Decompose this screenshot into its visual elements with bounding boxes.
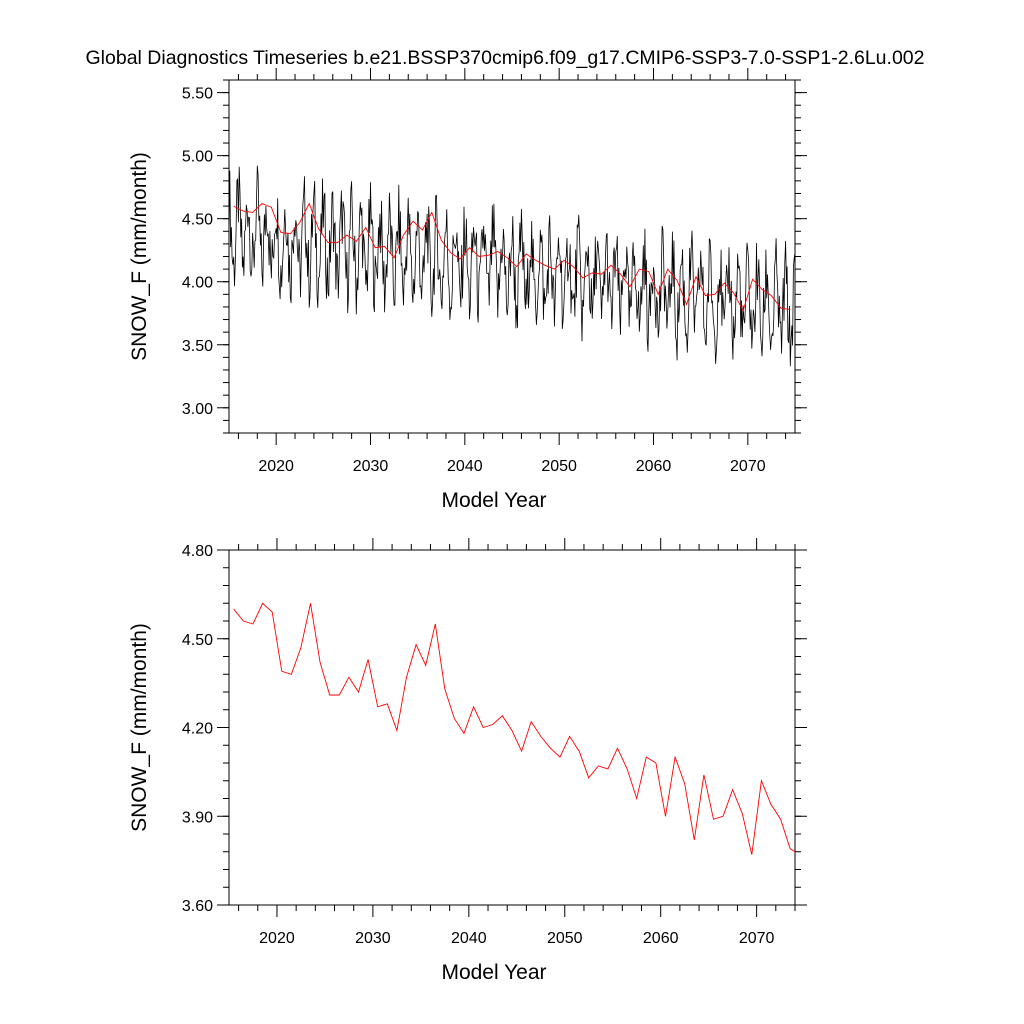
y-tick-label: 5.00: [182, 149, 213, 166]
x-tick-label: 2030: [353, 458, 389, 475]
x-tick-label: 2060: [643, 930, 679, 947]
y-tick-label: 5.50: [182, 86, 213, 103]
y-axis-title: SNOW_F (mm/month): [128, 152, 151, 361]
x-tick-label: 2050: [541, 458, 577, 475]
y-tick-label: 4.20: [182, 721, 213, 738]
x-axis-title: Model Year: [441, 489, 546, 512]
y-tick-label: 3.60: [182, 898, 213, 915]
y-tick-label: 3.00: [182, 401, 213, 418]
figure-title: Global Diagnostics Timeseries b.e21.BSSP…: [86, 47, 925, 69]
x-tick-label: 2040: [451, 930, 487, 947]
monthly-and-annual-panel: 2020 2030 2040 2050 2060 2070 3.00 3.50 4.00 4.50…: [128, 68, 807, 512]
y-tick-label: 4.80: [182, 543, 213, 560]
y-tick-label: 4.50: [182, 632, 213, 649]
x-tick-label: 2020: [259, 930, 295, 947]
plot-frame: [228, 549, 796, 906]
y-tick-label: 3.50: [182, 338, 213, 355]
x-tick-label: 2070: [739, 930, 775, 947]
y-tick-label: 4.50: [182, 212, 213, 229]
annual-mean-panel: 2020 2030 2040 2050 2060 2070 3.60 3.90 4.20 4.50…: [128, 538, 807, 984]
x-tick-label: 2070: [730, 458, 766, 475]
x-tick-label: 2040: [447, 458, 483, 475]
x-axis-title: Model Year: [441, 961, 546, 984]
x-tick-label: 2030: [355, 930, 391, 947]
y-tick-label: 4.00: [182, 275, 213, 292]
x-tick-label: 2050: [547, 930, 583, 947]
annual-mean-series-line: [233, 602, 796, 855]
x-tick-label: 2060: [636, 458, 672, 475]
y-axis-title: SNOW_F (mm/month): [128, 623, 151, 832]
plot-frame: [228, 79, 796, 434]
x-tick-label: 2020: [258, 458, 294, 475]
annual-mean-series-line: [233, 202, 791, 312]
monthly-series-line: [228, 165, 796, 367]
y-tick-label: 3.90: [182, 809, 213, 826]
